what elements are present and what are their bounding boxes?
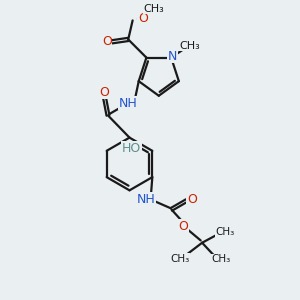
Text: O: O: [138, 12, 148, 25]
Text: O: O: [102, 35, 112, 48]
Text: CH₃: CH₃: [180, 41, 201, 51]
Text: CH₃: CH₃: [211, 254, 230, 264]
Text: CH₃: CH₃: [170, 254, 189, 264]
Text: O: O: [178, 220, 188, 232]
Text: CH₃: CH₃: [215, 227, 234, 237]
Text: N: N: [168, 50, 177, 63]
Text: NH: NH: [137, 193, 156, 206]
Text: O: O: [99, 85, 109, 98]
Text: NH: NH: [119, 97, 138, 110]
Text: CH₃: CH₃: [143, 4, 164, 14]
Text: O: O: [187, 193, 197, 206]
Text: HO: HO: [122, 142, 141, 155]
